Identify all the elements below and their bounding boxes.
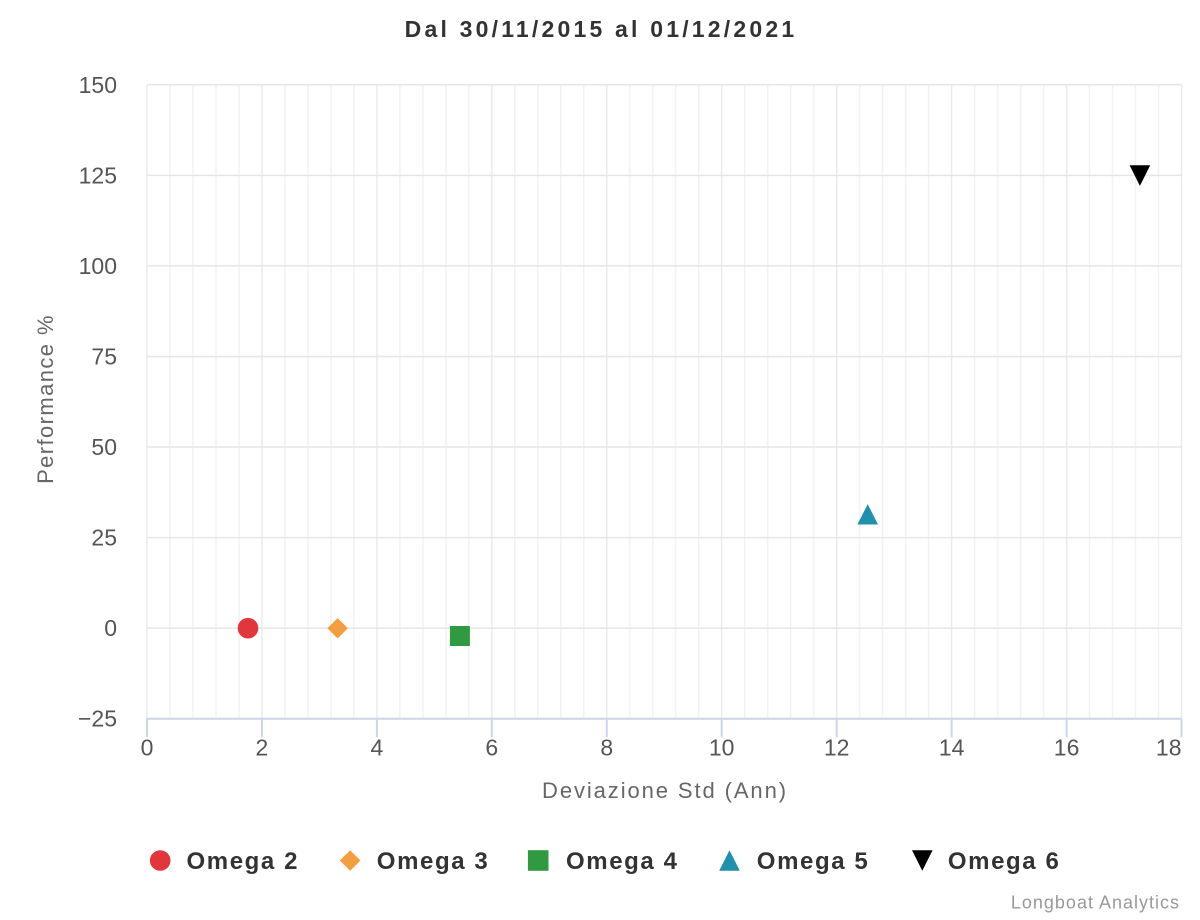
svg-text:14: 14: [939, 735, 965, 761]
svg-text:2: 2: [256, 735, 269, 761]
svg-text:−25: −25: [78, 706, 117, 732]
svg-text:0: 0: [141, 735, 154, 761]
svg-text:12: 12: [824, 735, 850, 761]
svg-text:Dal 30/11/2015 al 01/12/2021: Dal 30/11/2015 al 01/12/2021: [405, 16, 798, 42]
svg-text:Deviazione Std (Ann): Deviazione Std (Ann): [542, 778, 788, 803]
svg-text:18: 18: [1156, 735, 1182, 761]
svg-text:Omega 2: Omega 2: [187, 848, 300, 875]
svg-text:Omega 3: Omega 3: [377, 848, 490, 875]
svg-text:75: 75: [91, 344, 117, 370]
svg-text:125: 125: [79, 162, 117, 188]
svg-text:150: 150: [79, 72, 117, 98]
svg-text:8: 8: [600, 735, 613, 761]
svg-text:Omega 4: Omega 4: [566, 848, 679, 875]
svg-text:Omega 5: Omega 5: [757, 848, 870, 875]
svg-text:25: 25: [91, 525, 117, 551]
svg-text:0: 0: [104, 615, 117, 641]
svg-text:4: 4: [371, 735, 384, 761]
svg-text:Omega 6: Omega 6: [948, 848, 1061, 875]
svg-text:Performance %: Performance %: [33, 314, 58, 484]
svg-text:100: 100: [79, 253, 117, 279]
svg-text:Longboat Analytics: Longboat Analytics: [1011, 893, 1180, 913]
svg-text:50: 50: [91, 434, 117, 460]
svg-text:6: 6: [485, 735, 498, 761]
svg-text:16: 16: [1054, 735, 1080, 761]
svg-text:10: 10: [709, 735, 735, 761]
